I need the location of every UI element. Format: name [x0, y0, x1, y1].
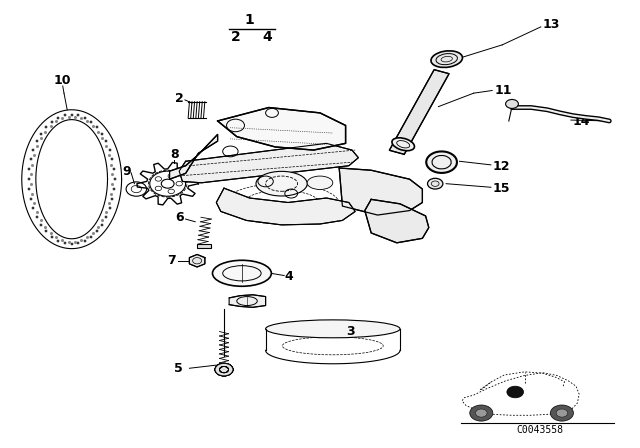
Circle shape: [215, 363, 233, 376]
Polygon shape: [216, 188, 355, 225]
Ellipse shape: [256, 172, 307, 196]
Text: 4: 4: [262, 30, 273, 44]
Polygon shape: [218, 108, 346, 150]
Circle shape: [215, 363, 233, 376]
Circle shape: [215, 363, 233, 376]
Circle shape: [506, 99, 518, 108]
Text: 5: 5: [173, 362, 182, 375]
Text: C0043558: C0043558: [516, 425, 563, 435]
Polygon shape: [365, 199, 429, 243]
FancyBboxPatch shape: [197, 244, 211, 248]
Ellipse shape: [212, 260, 271, 286]
Text: 12: 12: [493, 160, 510, 173]
Text: 6: 6: [175, 211, 184, 224]
Ellipse shape: [431, 51, 463, 68]
Text: 7: 7: [167, 254, 176, 267]
Ellipse shape: [307, 176, 333, 190]
Polygon shape: [189, 254, 205, 267]
Circle shape: [215, 363, 233, 376]
Text: 13: 13: [543, 18, 560, 31]
Polygon shape: [179, 143, 358, 183]
Text: 4: 4: [285, 270, 294, 284]
Polygon shape: [339, 168, 422, 215]
Circle shape: [556, 409, 568, 417]
Text: 10: 10: [54, 74, 72, 87]
Text: 14: 14: [573, 115, 590, 129]
Text: 1: 1: [244, 13, 255, 27]
Ellipse shape: [266, 320, 400, 338]
Ellipse shape: [426, 151, 457, 173]
Circle shape: [476, 409, 487, 417]
Circle shape: [507, 386, 524, 398]
Circle shape: [215, 363, 233, 376]
Text: 15: 15: [493, 181, 510, 195]
Text: 11: 11: [494, 84, 511, 97]
Text: 2: 2: [175, 92, 184, 105]
Text: 8: 8: [170, 148, 179, 161]
Text: 3: 3: [346, 325, 355, 338]
Circle shape: [215, 363, 233, 376]
Circle shape: [428, 178, 443, 189]
Circle shape: [550, 405, 573, 421]
Polygon shape: [229, 295, 266, 307]
Ellipse shape: [392, 138, 415, 151]
Text: 9: 9: [122, 164, 131, 178]
Circle shape: [215, 363, 233, 376]
Circle shape: [470, 405, 493, 421]
Polygon shape: [389, 69, 449, 155]
Text: 2: 2: [230, 30, 241, 44]
Polygon shape: [170, 134, 218, 179]
